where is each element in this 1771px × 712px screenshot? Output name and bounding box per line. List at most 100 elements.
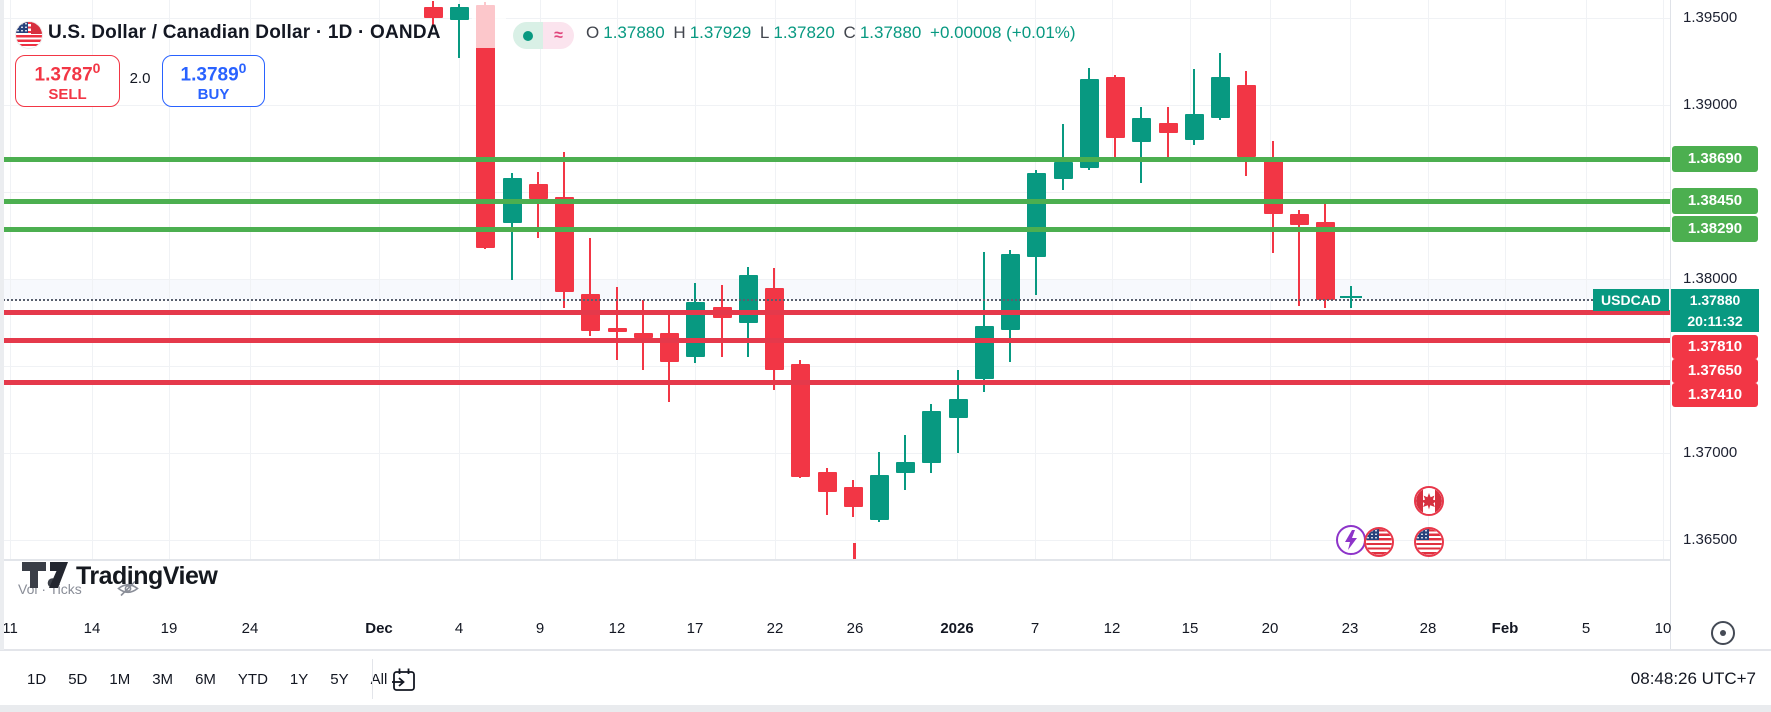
vertical-gridline	[459, 0, 460, 560]
candle	[949, 399, 968, 418]
candle-wick	[511, 173, 513, 281]
eye-off-icon[interactable]	[117, 580, 139, 602]
tradingview-logo[interactable]: TradingView	[22, 560, 218, 593]
candle-wick	[721, 285, 723, 357]
candle-wick	[589, 237, 591, 337]
range-button-all[interactable]: All	[370, 670, 388, 688]
low-value: 1.37820	[773, 23, 835, 42]
candle-wick	[1193, 68, 1195, 145]
next-bar-crosshair	[1350, 286, 1352, 308]
candle	[1159, 122, 1178, 133]
candle	[818, 471, 837, 492]
candle	[1290, 213, 1309, 226]
buy-label: BUY	[197, 85, 230, 103]
legend-backdrop	[472, 0, 506, 48]
time-axis-tick: 10	[1654, 620, 1672, 637]
vertical-gridline	[1428, 0, 1429, 560]
high-value: 1.37929	[689, 23, 752, 42]
candle-wick	[1167, 107, 1169, 160]
resistance-line[interactable]	[0, 157, 1670, 162]
range-button-3m[interactable]: 3M	[152, 670, 174, 688]
us-economic-event[interactable]	[1364, 527, 1394, 557]
vertical-gridline	[1112, 0, 1113, 560]
vertical-gridline	[1586, 0, 1587, 560]
range-button-1y[interactable]: 1Y	[289, 670, 309, 688]
candles-layer	[424, 0, 1335, 523]
vertical-gridline	[1350, 0, 1351, 560]
open-label: O	[586, 23, 600, 42]
candle	[634, 333, 653, 339]
vertical-gridline	[10, 0, 11, 560]
canada-flag-icon	[1416, 488, 1442, 514]
vertical-gridline	[775, 0, 776, 560]
support-line[interactable]	[0, 310, 1670, 315]
chart-plot-area[interactable]: Vol · Ticks TradingView U.S. Dollar / Ca…	[0, 0, 1670, 650]
usdcad-pair-flag-icon	[16, 22, 42, 48]
spread-value: 2.0	[129, 70, 151, 87]
bottom-toolbar: 1D 5D 1M 3M 6M YTD 1Y 5Y All 08:48:26 UTC+7	[0, 649, 1771, 707]
market-open-indicator	[513, 22, 543, 49]
candle	[1237, 84, 1256, 157]
candle-wick	[983, 252, 985, 393]
range-button-1d[interactable]: 1D	[27, 670, 47, 688]
resistance-line[interactable]	[0, 227, 1670, 232]
pane-divider[interactable]	[0, 559, 1670, 561]
time-axis-tick: 19	[160, 620, 178, 637]
time-axis-tick: 26	[846, 620, 864, 637]
candle	[529, 183, 548, 199]
time-axis-tick: 15	[1181, 620, 1199, 637]
support-line[interactable]	[0, 338, 1670, 343]
vertical-gridline	[379, 0, 380, 560]
resistance-price-label: 1.38290	[1672, 216, 1758, 242]
bottom-strip	[0, 705, 1771, 712]
vertical-gridline	[1270, 0, 1271, 560]
candle	[608, 328, 627, 333]
range-button-5y[interactable]: 5Y	[330, 670, 349, 688]
us-economic-event[interactable]	[1414, 527, 1444, 557]
time-axis-tick: 9	[535, 620, 545, 637]
range-button-6m[interactable]: 6M	[195, 670, 216, 688]
market-status-capsule[interactable]: ≈	[513, 22, 574, 49]
support-price-label: 1.37410	[1672, 383, 1758, 407]
canada-economic-event[interactable]	[1414, 486, 1444, 516]
date-range-buttons: 1D 5D 1M 3M 6M YTD 1Y 5Y All	[24, 651, 390, 707]
gear-icon[interactable]	[1711, 621, 1735, 645]
candle-wick	[616, 286, 618, 361]
candle-wick	[458, 4, 460, 58]
volume-tick	[853, 543, 856, 559]
horizontal-gridline	[0, 279, 1670, 280]
buy-button[interactable]: 1.37890 BUY	[162, 55, 265, 107]
resistance-line[interactable]	[0, 199, 1670, 204]
tradingview-logo-icon	[22, 560, 68, 593]
vertical-gridline	[1663, 0, 1664, 560]
clock-timezone[interactable]: 08:48:26 UTC+7	[1630, 669, 1756, 688]
go-to-date-button[interactable]	[390, 666, 418, 694]
time-axis-tick: 17	[686, 620, 704, 637]
range-button-ytd[interactable]: YTD	[237, 670, 268, 688]
vertical-gridline	[169, 0, 170, 560]
time-axis-tick: 12	[608, 620, 626, 637]
time-axis-tick: Feb	[1491, 620, 1519, 637]
candle	[844, 487, 863, 507]
tradingview-logo-text: TradingView	[76, 562, 218, 590]
volatility-event[interactable]	[1336, 525, 1366, 555]
last-price-value-label: 1.37880	[1671, 289, 1759, 311]
range-button-5d[interactable]: 5D	[68, 670, 88, 688]
candle	[1316, 221, 1335, 300]
us-flag-icon	[1366, 529, 1392, 555]
candle	[1054, 162, 1073, 179]
support-line[interactable]	[0, 380, 1670, 385]
candle	[896, 462, 915, 473]
candle	[1211, 76, 1230, 119]
symbol-title[interactable]: U.S. Dollar / Canadian Dollar · 1D · OAN…	[48, 22, 441, 43]
ohlc-readout: O 1.37880 H 1.37929 L 1.37820 C 1.37880 +0.0…	[586, 18, 1080, 48]
price-axis-tick: 1.36500	[1683, 531, 1738, 548]
horizontal-gridline	[0, 105, 1670, 106]
range-button-1m[interactable]: 1M	[109, 670, 131, 688]
sell-button[interactable]: 1.37870 SELL	[15, 55, 120, 107]
price-axis-tick: 1.39000	[1683, 96, 1738, 113]
vertical-gridline	[1505, 0, 1506, 560]
vertical-gridline	[540, 0, 541, 560]
candle	[1132, 118, 1151, 143]
buy-price: 1.37890	[180, 60, 247, 86]
